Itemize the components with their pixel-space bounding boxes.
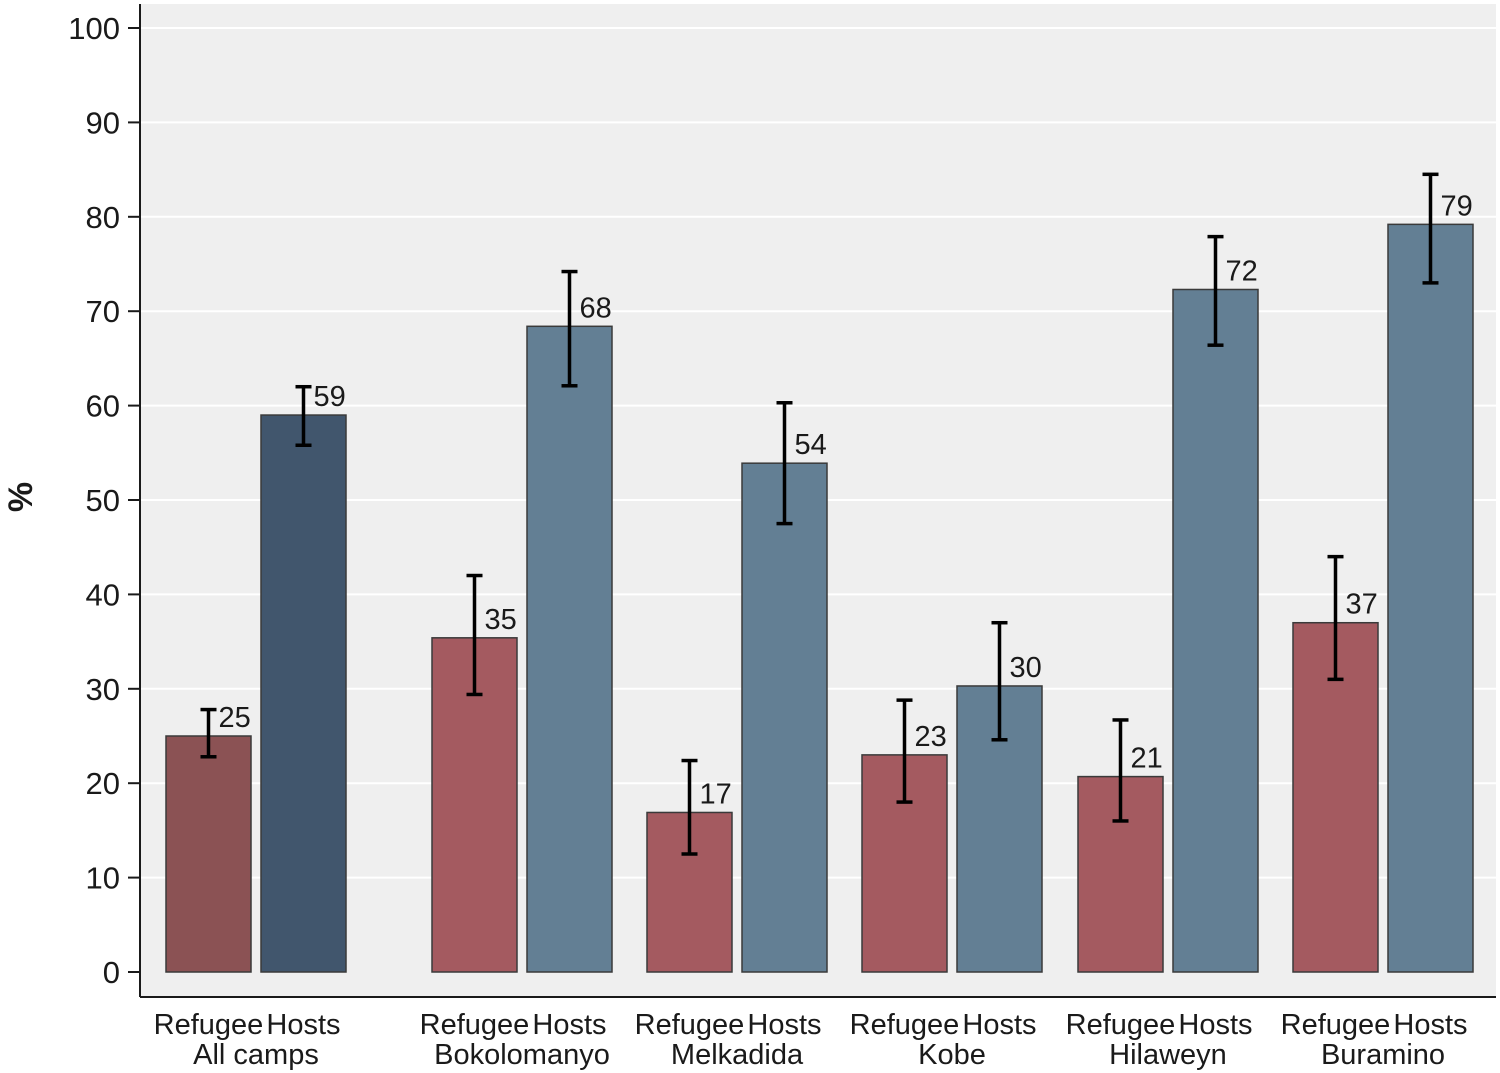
x-group-label: Hilaweyn [1109, 1039, 1227, 1071]
x-category-label: Hosts [747, 1009, 821, 1041]
value-label: 21 [1131, 743, 1163, 775]
value-label: 23 [915, 721, 947, 753]
x-category-label: Refugee [1281, 1009, 1391, 1041]
bar-all-camps-hosts [260, 414, 347, 973]
y-tick-label: 10 [86, 861, 120, 896]
bar-melkadida-hosts [741, 462, 828, 973]
x-category-label: Refugee [154, 1009, 264, 1041]
value-label: 54 [795, 429, 827, 461]
value-label: 79 [1441, 190, 1473, 222]
x-category-label: Refugee [635, 1009, 745, 1041]
y-tick-label: 90 [86, 105, 120, 140]
bar-bokolomanyo-hosts [526, 325, 613, 973]
x-category-label: Refugee [420, 1009, 530, 1041]
y-tick-label: 70 [86, 294, 120, 329]
error-bars [200, 172, 1439, 856]
x-group-label: Kobe [918, 1039, 986, 1071]
y-tick-label: 0 [103, 955, 120, 990]
x-group-label: Bokolomanyo [434, 1039, 610, 1071]
y-tick-label: 30 [86, 672, 120, 707]
value-labels: 25 59 35 68 17 54 23 30 21 72 37 79 [219, 190, 1473, 810]
y-tick-label: 40 [86, 577, 120, 612]
x-group-label: Buramino [1321, 1039, 1445, 1071]
y-tick-label: 20 [86, 766, 120, 801]
value-label: 30 [1010, 652, 1042, 684]
value-label: 37 [1346, 589, 1378, 621]
value-label: 68 [580, 292, 612, 324]
x-group-label: Melkadida [671, 1039, 804, 1071]
x-category-label: Refugee [850, 1009, 960, 1041]
x-category-label: Hosts [1393, 1009, 1467, 1041]
y-tick-label: 100 [68, 11, 120, 46]
x-category-label: Refugee [1066, 1009, 1176, 1041]
x-category-label: Hosts [266, 1009, 340, 1041]
x-category-label: Hosts [962, 1009, 1036, 1041]
value-label: 25 [219, 702, 251, 734]
y-axis-ticks: 0 10 20 30 40 50 60 70 80 90 100 [68, 11, 140, 990]
bar-buramino-hosts [1387, 223, 1474, 973]
x-category-label: Hosts [1178, 1009, 1252, 1041]
y-axis-title: % [2, 482, 40, 512]
bar-hilaweyn-hosts [1172, 288, 1259, 973]
y-tick-label: 60 [86, 389, 120, 424]
value-label: 59 [314, 381, 346, 413]
y-tick-label: 80 [86, 200, 120, 235]
value-label: 17 [700, 778, 732, 810]
bar-all-camps-refugee [165, 735, 252, 973]
x-category-label: Hosts [532, 1009, 606, 1041]
value-label: 35 [485, 604, 517, 636]
y-tick-label: 50 [86, 483, 120, 518]
x-group-label: All camps [193, 1039, 319, 1071]
value-label: 72 [1226, 255, 1258, 287]
